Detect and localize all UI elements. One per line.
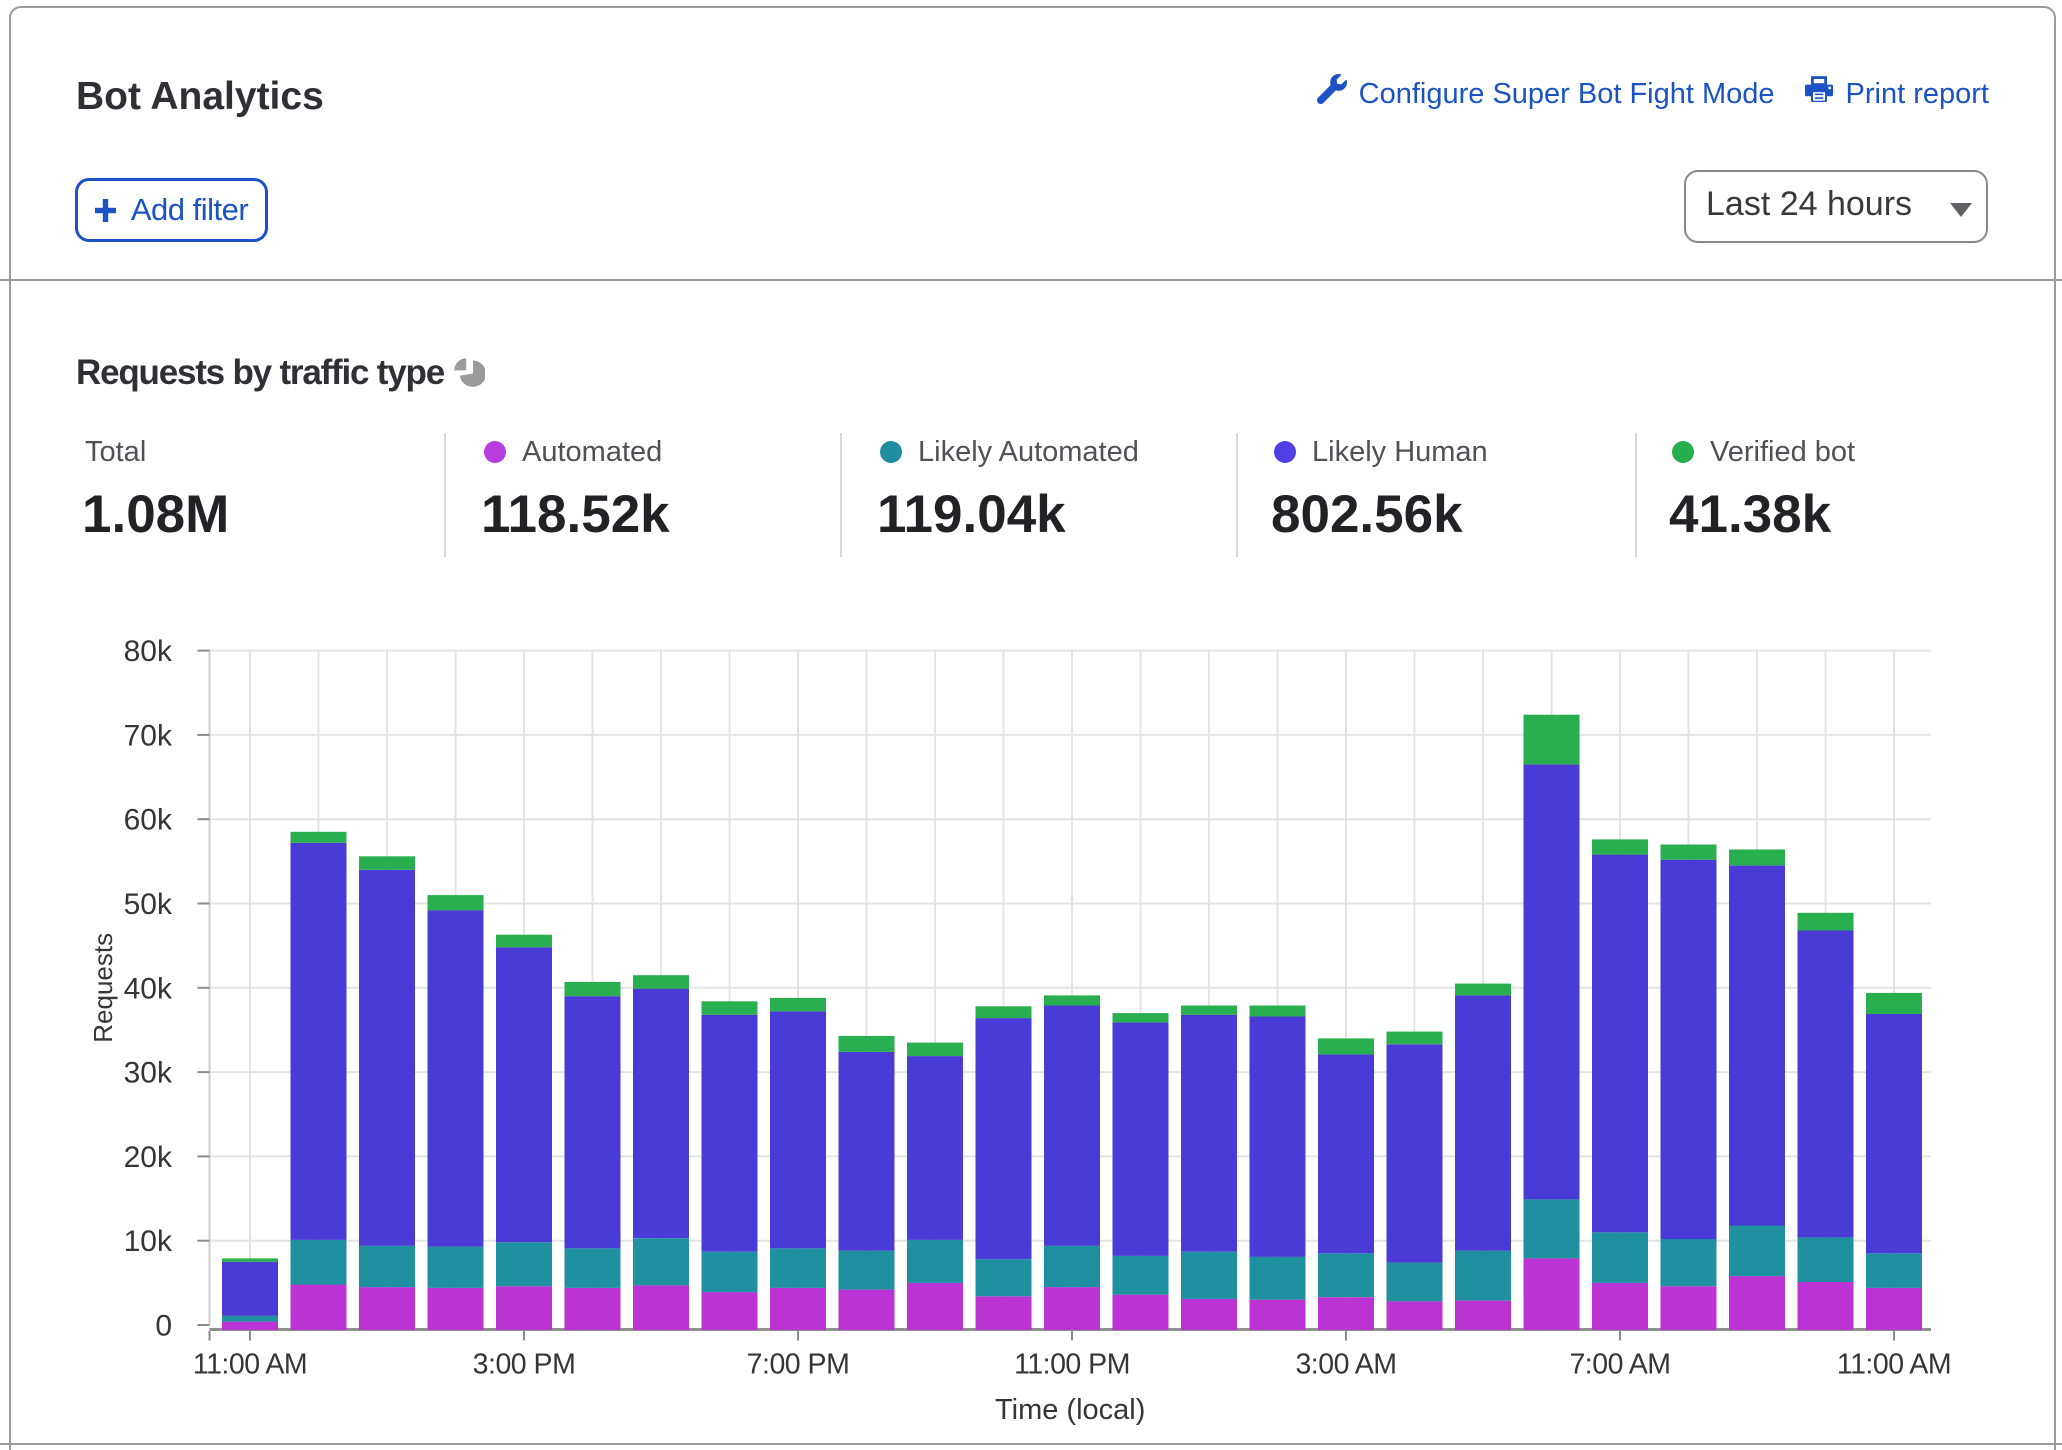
svg-text:7:00 PM: 7:00 PM (747, 1348, 850, 1380)
svg-text:11:00 PM: 11:00 PM (1014, 1348, 1130, 1380)
svg-text:0: 0 (155, 1310, 172, 1343)
svg-text:Requests: Requests (88, 933, 118, 1043)
svg-text:20k: 20k (124, 1141, 173, 1174)
svg-text:80k: 80k (124, 635, 173, 668)
svg-text:11:00 AM: 11:00 AM (193, 1348, 307, 1380)
svg-text:50k: 50k (124, 888, 173, 921)
svg-text:70k: 70k (124, 719, 173, 752)
svg-text:7:00 AM: 7:00 AM (1569, 1348, 1670, 1380)
svg-text:40k: 40k (124, 972, 173, 1005)
svg-text:10k: 10k (124, 1225, 173, 1258)
svg-text:3:00 AM: 3:00 AM (1295, 1348, 1396, 1380)
svg-text:11:00 AM: 11:00 AM (1837, 1348, 1951, 1380)
svg-text:3:00 PM: 3:00 PM (473, 1348, 576, 1380)
svg-text:30k: 30k (124, 1057, 173, 1090)
svg-text:Time (local): Time (local) (995, 1394, 1145, 1426)
svg-text:60k: 60k (124, 804, 173, 837)
